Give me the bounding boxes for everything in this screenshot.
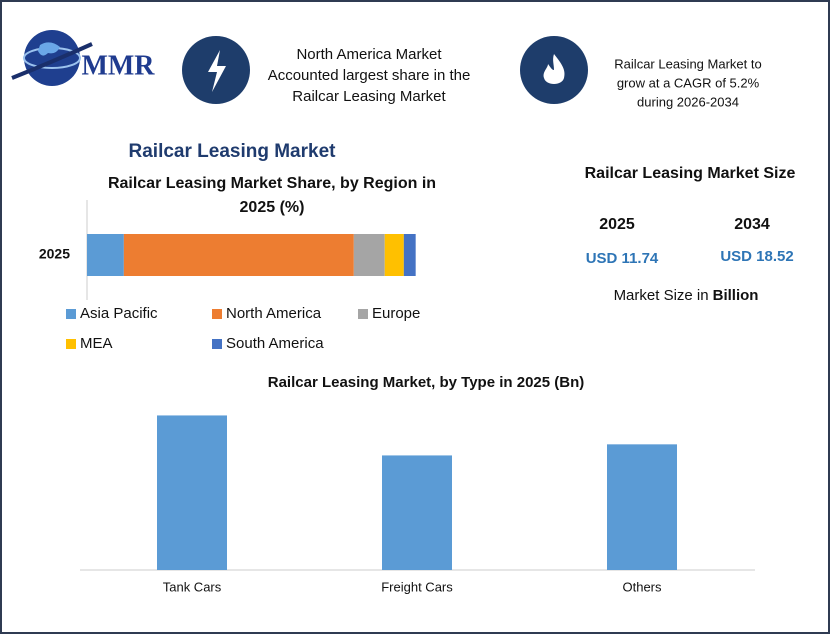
bar-segment <box>403 234 416 276</box>
legend-swatch <box>66 339 76 349</box>
highlight-text: North America Market <box>296 46 442 63</box>
bar-segment <box>353 234 385 276</box>
x-tick-label: Freight Cars <box>381 579 453 594</box>
bar <box>382 455 452 570</box>
main-title: Railcar Leasing Market <box>129 141 337 162</box>
chart-title: Railcar Leasing Market, by Type in 2025 … <box>268 374 585 391</box>
legend-swatch <box>212 339 222 349</box>
flame-shape <box>543 54 565 84</box>
bolt-shape <box>208 50 226 92</box>
legend-label: North America <box>226 305 322 322</box>
highlight-text: grow at a CAGR of 5.2% <box>617 75 760 90</box>
size-year: 2025 <box>599 216 635 233</box>
size-value: USD 11.74 <box>586 250 659 267</box>
bar-segment <box>87 234 124 276</box>
legend-swatch <box>212 309 222 319</box>
highlight-text: Accounted largest share in the <box>268 67 471 84</box>
size-year: 2034 <box>734 216 770 233</box>
legend-label: MEA <box>80 335 113 352</box>
highlight-text: Railcar Leasing Market to <box>614 56 761 71</box>
x-tick-label: Others <box>622 579 662 594</box>
legend-label: South America <box>226 335 324 352</box>
size-note: Market Size in Billion <box>614 287 759 304</box>
note-bold: Billion <box>713 287 759 304</box>
logo <box>11 30 93 86</box>
chart-title: Railcar Leasing Market Share, by Region … <box>108 175 436 192</box>
size-title: Railcar Leasing Market Size <box>585 165 796 182</box>
highlight-text: during 2026-2034 <box>637 94 739 109</box>
y-tick-label: 2025 <box>39 246 70 262</box>
x-tick-label: Tank Cars <box>163 579 222 594</box>
bar <box>157 415 227 570</box>
note-text: Market Size in <box>614 287 709 304</box>
chart-title: 2025 (%) <box>240 199 305 216</box>
legend-label: Europe <box>372 305 420 322</box>
size-value: USD 18.52 <box>720 248 793 265</box>
highlight-text: Railcar Leasing Market <box>292 88 446 105</box>
bar <box>607 444 677 570</box>
legend-label: Asia Pacific <box>80 305 158 322</box>
legend-swatch <box>66 309 76 319</box>
logo-text: MMR <box>81 50 155 81</box>
bar-segment <box>384 234 404 276</box>
legend-swatch <box>358 309 368 319</box>
bar-segment <box>123 234 354 276</box>
